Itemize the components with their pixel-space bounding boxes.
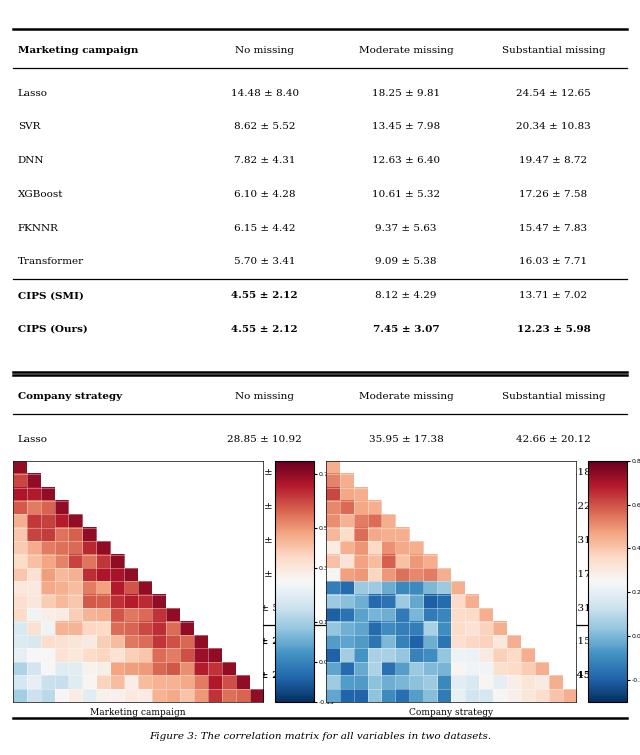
Text: CIPS (Ours): CIPS (Ours): [18, 671, 88, 680]
Text: 14.48 ± 8.40: 14.48 ± 8.40: [230, 88, 299, 97]
Text: 5.70 ± 3.41: 5.70 ± 3.41: [234, 257, 296, 267]
Text: 33.47 ± 15.62: 33.47 ± 15.62: [369, 502, 444, 511]
Text: Substantial missing: Substantial missing: [502, 393, 605, 402]
Text: 42.66 ± 20.12: 42.66 ± 20.12: [516, 435, 591, 444]
Text: 18.45 ± 8.55: 18.45 ± 8.55: [230, 536, 299, 545]
Text: 6.15 ± 4.42: 6.15 ± 4.42: [234, 223, 296, 233]
Text: 3.88 ± 2.01: 3.88 ± 2.01: [232, 637, 298, 646]
Text: 22.65 ± 9.01: 22.65 ± 9.01: [372, 570, 440, 579]
Text: 10.17 ± 7.99: 10.17 ± 7.99: [372, 637, 440, 646]
Text: 35.95 ± 17.38: 35.95 ± 17.38: [369, 435, 444, 444]
Text: 20.34 ± 10.83: 20.34 ± 10.83: [516, 122, 591, 131]
Text: 35.18 ± 16.31: 35.18 ± 16.31: [516, 536, 591, 545]
Text: 12.63 ± 6.40: 12.63 ± 6.40: [372, 156, 440, 165]
Text: SVR: SVR: [18, 122, 40, 131]
Text: Moderate missing: Moderate missing: [358, 393, 453, 402]
Text: 19.47 ± 8.72: 19.47 ± 8.72: [520, 156, 588, 165]
Text: 3.88 ± 2.01: 3.88 ± 2.01: [232, 671, 298, 680]
Text: 34.68 ± 14.31: 34.68 ± 14.31: [516, 603, 591, 612]
Text: Company strategy: Company strategy: [18, 393, 122, 402]
X-axis label: Company strategy: Company strategy: [409, 707, 493, 716]
Text: 13.45 ± 7.98: 13.45 ± 7.98: [372, 122, 440, 131]
Text: 6.10 ± 4.28: 6.10 ± 4.28: [234, 190, 296, 199]
Text: 15.47 ± 7.83: 15.47 ± 7.83: [520, 223, 588, 233]
Text: 16.03 ± 7.71: 16.03 ± 7.71: [520, 257, 588, 267]
Text: DNN: DNN: [18, 156, 44, 165]
Text: 14.18 ± 7.30: 14.18 ± 7.30: [230, 570, 299, 579]
Text: CIPS (Ours): CIPS (Ours): [18, 325, 88, 334]
Text: 13.71 ± 7.02: 13.71 ± 7.02: [520, 291, 588, 300]
Text: 12.23 ± 5.98: 12.23 ± 5.98: [516, 325, 590, 334]
Text: 7.58 ± 4.24: 7.58 ± 4.24: [372, 671, 439, 680]
Text: 18.25 ± 9.81: 18.25 ± 9.81: [372, 88, 440, 97]
Text: 32.81 ± 14.22: 32.81 ± 14.22: [369, 468, 444, 477]
Text: 7.45 ± 3.07: 7.45 ± 3.07: [372, 325, 439, 334]
Text: Figure 3: The correlation matrix for all variables in two datasets.: Figure 3: The correlation matrix for all…: [149, 732, 491, 741]
Text: DNN: DNN: [18, 502, 44, 511]
Text: Lasso: Lasso: [18, 88, 48, 97]
Text: 32.14 ± 14.17: 32.14 ± 14.17: [516, 570, 591, 579]
Text: 7.82 ± 4.31: 7.82 ± 4.31: [234, 156, 296, 165]
Text: 11.98 ± 6.45: 11.98 ± 6.45: [516, 671, 590, 680]
Text: CIPS (SMI): CIPS (SMI): [18, 637, 84, 646]
Text: 8.12 ± 4.29: 8.12 ± 4.29: [375, 291, 436, 300]
Text: 19.42 ± 9.31: 19.42 ± 9.31: [372, 603, 440, 612]
Text: Transformer: Transformer: [18, 257, 84, 267]
Text: 17.06 ± 12.15: 17.06 ± 12.15: [516, 637, 591, 646]
Text: 26.32 ± 9.47: 26.32 ± 9.47: [230, 502, 299, 511]
X-axis label: Marketing campaign: Marketing campaign: [90, 707, 186, 716]
Text: No missing: No missing: [236, 393, 294, 402]
Text: 24.54 ± 12.65: 24.54 ± 12.65: [516, 88, 591, 97]
Text: 8.62 ± 5.52: 8.62 ± 5.52: [234, 122, 296, 131]
Text: 17.26 ± 7.58: 17.26 ± 7.58: [520, 190, 588, 199]
Text: XGBoost: XGBoost: [18, 536, 63, 545]
Text: 4.55 ± 2.12: 4.55 ± 2.12: [232, 325, 298, 334]
Text: 39.74 ± 18.18: 39.74 ± 18.18: [516, 468, 591, 477]
Text: 9.09 ± 5.38: 9.09 ± 5.38: [375, 257, 436, 267]
Text: No missing: No missing: [236, 46, 294, 55]
Text: 40.99 ± 19.22: 40.99 ± 19.22: [516, 502, 591, 511]
Text: Moderate missing: Moderate missing: [358, 46, 453, 55]
Text: FKNNR: FKNNR: [18, 570, 59, 579]
Text: 26.12 ± 10.12: 26.12 ± 10.12: [369, 536, 444, 545]
Text: 8.44 ± 5.32: 8.44 ± 5.32: [234, 603, 296, 612]
Text: Lasso: Lasso: [18, 435, 48, 444]
Text: Transformer: Transformer: [18, 603, 84, 612]
Text: 4.55 ± 2.12: 4.55 ± 2.12: [232, 291, 298, 300]
Text: SVR: SVR: [18, 468, 40, 477]
Text: Marketing campaign: Marketing campaign: [18, 46, 138, 55]
Text: 28.85 ± 10.92: 28.85 ± 10.92: [227, 435, 302, 444]
Text: XGBoost: XGBoost: [18, 190, 63, 199]
Text: 23.19 ± 9.62: 23.19 ± 9.62: [230, 468, 299, 477]
Text: 9.37 ± 5.63: 9.37 ± 5.63: [375, 223, 436, 233]
Text: Substantial missing: Substantial missing: [502, 46, 605, 55]
Text: 10.61 ± 5.32: 10.61 ± 5.32: [372, 190, 440, 199]
Text: FKNNR: FKNNR: [18, 223, 59, 233]
Text: CIPS (SMI): CIPS (SMI): [18, 291, 84, 300]
